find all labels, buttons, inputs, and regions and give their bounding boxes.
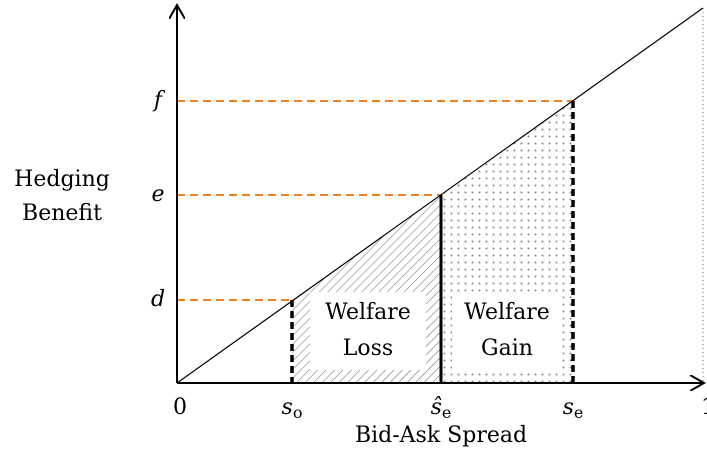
- y-mark: f: [152, 88, 166, 113]
- x-mark: ŝe: [431, 395, 452, 422]
- gain-box: [452, 292, 562, 370]
- loss-box: [310, 292, 426, 370]
- y-mark: d: [151, 287, 165, 312]
- x-mark: se: [563, 395, 584, 422]
- region-label: Welfare: [464, 300, 550, 325]
- x-mark-sub: e: [442, 403, 451, 422]
- x-end-label: 1: [701, 395, 707, 420]
- region-label: Welfare: [325, 300, 411, 325]
- y-label: Hedging: [14, 167, 110, 192]
- x-mark-main: s: [563, 395, 574, 420]
- x-mark-sub: e: [574, 403, 583, 422]
- region-label: Loss: [343, 336, 393, 361]
- y-mark: e: [151, 182, 164, 207]
- x-mark-main: ŝ: [431, 395, 442, 420]
- guides: [177, 100, 573, 301]
- x-mark: so: [282, 395, 303, 422]
- x-label: Bid-Ask Spread: [355, 423, 527, 448]
- y-label: Benefit: [22, 201, 102, 226]
- origin-label: 0: [173, 395, 187, 420]
- region-label: Gain: [481, 336, 533, 361]
- x-mark-sub: o: [293, 403, 303, 422]
- x-mark-main: s: [282, 395, 293, 420]
